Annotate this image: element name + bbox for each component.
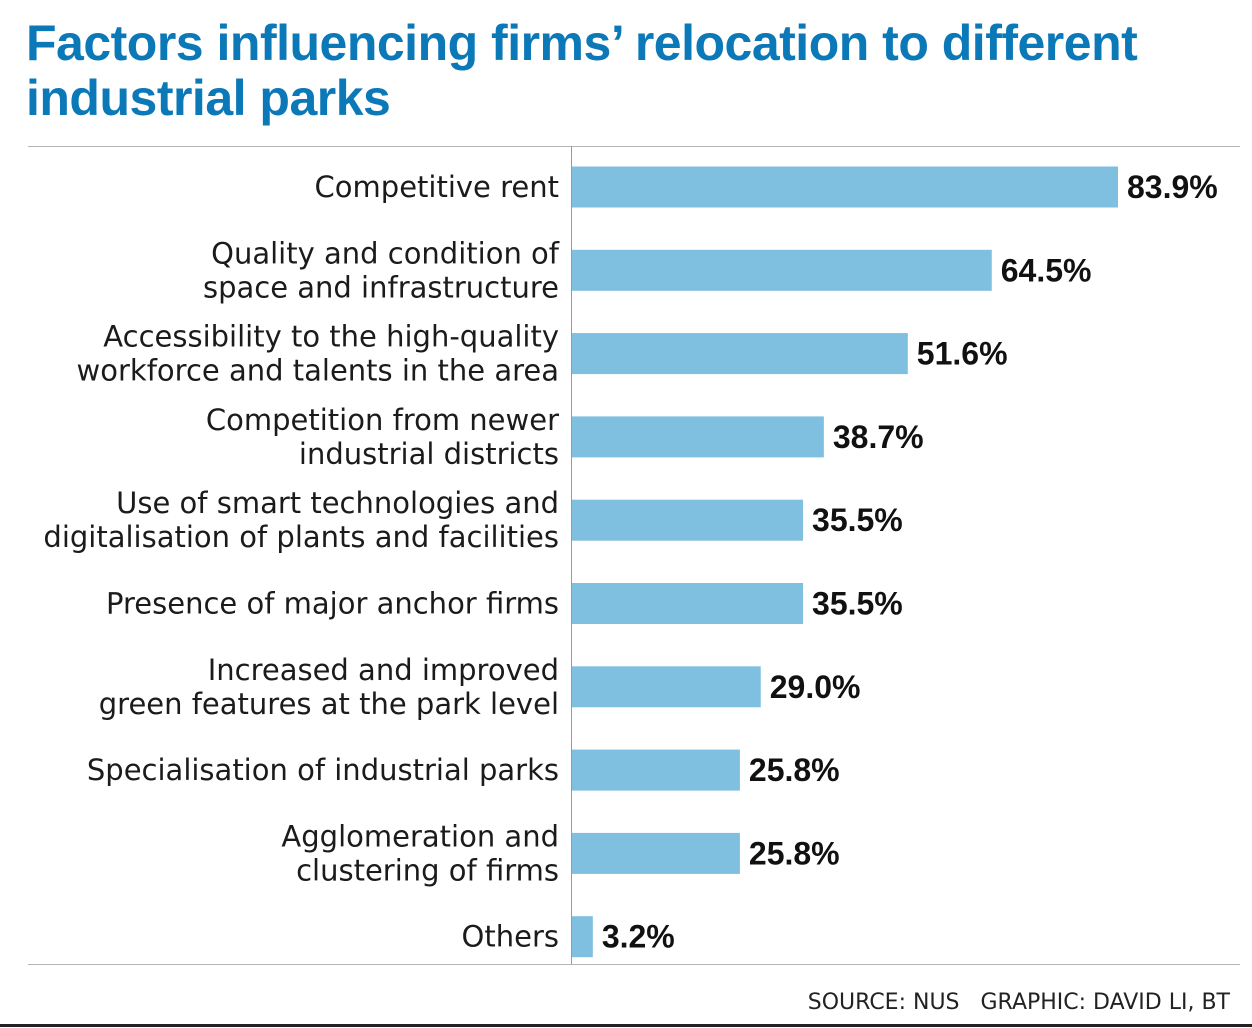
bar-3 (572, 416, 824, 458)
category-label-2-line-1: workforce and talents in the area (77, 354, 559, 388)
category-label-0-line-0: Competitive rent (315, 170, 559, 204)
category-label-1-line-0: Quality and condition of (211, 236, 560, 270)
bar-0 (572, 166, 1118, 208)
category-label-8-line-0: Agglomeration and (281, 819, 559, 853)
category-label-1-line-1: space and infrastructure (203, 270, 559, 304)
value-label-8: 25.8% (749, 835, 840, 871)
bottom-axis-rule (28, 964, 1240, 965)
category-label-4-line-0: Use of smart technologies and (116, 486, 559, 520)
chart-title: Factors influencing firms’ relocation to… (26, 15, 1138, 126)
category-label-6-line-1: green features at the park level (99, 687, 559, 721)
value-label-4: 35.5% (812, 502, 903, 538)
bottom-border (0, 1024, 1252, 1027)
category-label-8-line-1: clustering of firms (296, 853, 559, 887)
graphic-credit: GRAPHIC: DAVID LI, BT (980, 990, 1231, 1015)
category-label-2-line-0: Accessibility to the high-quality (103, 320, 559, 354)
source-credit: SOURCE: NUS (807, 990, 960, 1015)
category-label-7-line-0: Specialisation of industrial parks (87, 753, 559, 787)
category-label-3-line-0: Competition from newer (206, 403, 559, 437)
category-label-6-line-0: Increased and improved (208, 653, 559, 687)
category-label-3-line-1: industrial districts (299, 437, 559, 471)
bar-7 (572, 749, 740, 791)
category-label-9-line-0: Others (462, 920, 559, 954)
value-label-3: 38.7% (833, 419, 924, 455)
bar-4 (572, 499, 804, 541)
value-label-2: 51.6% (917, 336, 1008, 372)
value-label-5: 35.5% (812, 586, 903, 622)
top-rule (28, 146, 1240, 147)
value-label-1: 64.5% (1001, 252, 1092, 288)
value-label-9: 3.2% (602, 919, 675, 955)
bar-8 (572, 832, 740, 874)
category-label-4-line-1: digitalisation of plants and facilities (43, 520, 559, 554)
bar-6 (572, 666, 761, 708)
footer-credit: SOURCE: NUS GRAPHIC: DAVID LI, BT (808, 990, 1230, 1015)
bar-5 (572, 583, 804, 624)
value-label-6: 29.0% (770, 669, 861, 705)
bars-group: 83.9% Competitive rent 64.5% Quality and co… (43, 166, 1218, 958)
value-label-0: 83.9% (1127, 169, 1218, 205)
value-label-7: 25.8% (749, 752, 840, 788)
bar-1 (572, 249, 992, 291)
bar-2 (572, 333, 908, 375)
category-label-5-line-0: Presence of major anchor firms (106, 587, 559, 621)
bar-9 (572, 916, 593, 958)
